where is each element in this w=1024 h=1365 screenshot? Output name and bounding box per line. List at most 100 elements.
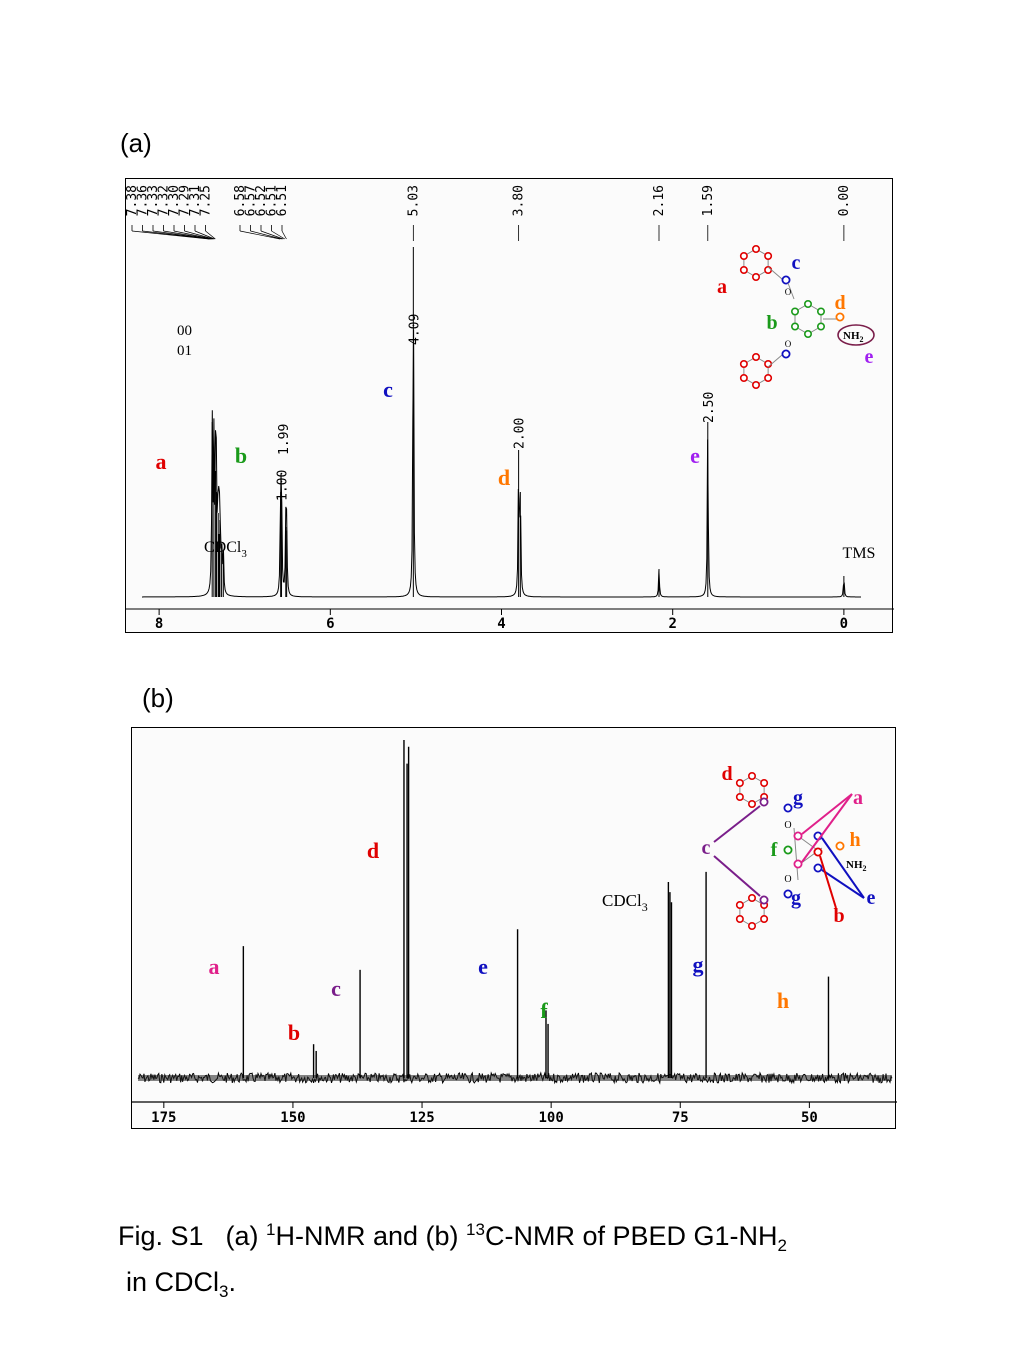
peak-label-8: 6.58	[233, 185, 248, 216]
caption-fig: Fig. S1	[118, 1221, 204, 1251]
x-tick-label-75: 75	[672, 1110, 689, 1126]
label-d: d	[367, 838, 379, 863]
figure-caption: Fig. S1 (a) 1H-NMR and (b) 13C-NMR of PBE…	[118, 1212, 787, 1310]
struct-label-e: e	[865, 346, 874, 368]
peak-label-0: 7.38	[125, 185, 140, 216]
benzyl-ring-bottom-icon	[735, 894, 769, 931]
x-tick-label-50: 50	[801, 1110, 818, 1126]
h-nmr-spectrum: 8 6 4 2 0 7.38 7.36 7.33 7.32 7.30 7.29 7.31 7.25 6.5…	[125, 178, 894, 633]
struct-label-g-bottom: g	[791, 887, 801, 909]
g-top-atom	[783, 803, 793, 813]
label-c: c	[331, 976, 341, 1001]
peak-label-15: 2.16	[652, 185, 667, 216]
caption-part-a: (a)	[225, 1221, 267, 1251]
integral-2: 4.09	[407, 314, 422, 345]
peak-label-leader-5	[184, 230, 214, 240]
x-tick-label-8: 8	[155, 616, 163, 632]
a-top-atom	[793, 831, 803, 841]
panel-b-tag: (b)	[142, 683, 174, 713]
struct-label-b: b	[833, 905, 844, 927]
integral-3: 2.00	[513, 418, 528, 449]
peak-label-leader-12	[281, 230, 287, 240]
struct-label-c: c	[792, 252, 801, 274]
label-g: g	[693, 952, 704, 977]
o-bottom: O	[784, 874, 791, 885]
peak-label-13: 5.03	[406, 185, 421, 216]
leader-c-bottom	[713, 855, 761, 897]
g-bottom-atom	[783, 889, 793, 899]
struct-label-a: a	[853, 787, 863, 809]
leader-a-2	[801, 793, 853, 863]
caption-line-2: in CDCl3.	[126, 1264, 787, 1310]
e-bottom-atom	[813, 863, 823, 873]
peak-label-7: 7.25	[199, 185, 214, 216]
peak-label-1: 7.36	[136, 185, 151, 216]
ch2-bottom-atom	[781, 349, 791, 359]
struct-label-a: a	[717, 276, 727, 298]
peak-label-14: 3.80	[512, 185, 527, 216]
integral-0: 1.00	[276, 470, 291, 501]
b-atom	[813, 847, 823, 857]
c-bottom-atom	[759, 895, 769, 905]
peak-label-11: 6.51	[265, 185, 280, 216]
integral-4: 2.50	[702, 392, 717, 423]
bond-3	[767, 354, 783, 368]
o-bottom: O	[785, 339, 792, 349]
label-tms: TMS	[843, 545, 876, 562]
spectrum-trace	[142, 329, 861, 598]
leader-e-2	[821, 869, 865, 899]
peak-label-5: 7.29	[178, 185, 193, 216]
peak-label-leader-3	[163, 230, 212, 240]
core-ring-icon	[791, 300, 825, 339]
label-b: b	[235, 443, 247, 468]
caption-end: .	[228, 1267, 236, 1297]
peak-label-6: 7.31	[188, 185, 203, 216]
x-tick-label-0: 0	[840, 616, 848, 632]
struct-label-e: e	[867, 887, 876, 909]
nh2-label: NH2	[843, 330, 864, 344]
peak-label-leader-10	[260, 230, 284, 240]
peak-label-leader-7	[205, 230, 216, 240]
struct-label-b: b	[766, 312, 777, 334]
struct-label-g-top: g	[793, 787, 803, 809]
peak-label-leader-9	[250, 230, 282, 240]
ch2-top-atom	[781, 275, 791, 285]
a-bottom-atom	[793, 859, 803, 869]
panel-a-tag: (a)	[120, 128, 152, 158]
peak-label-2: 7.33	[146, 185, 161, 216]
leader-a-1	[801, 793, 853, 835]
caption-sup-13: 13	[466, 1220, 485, 1239]
x-tick-label-100: 100	[539, 1110, 564, 1126]
x-tick-label-6: 6	[326, 616, 334, 632]
x-tick-label-2: 2	[668, 616, 676, 632]
label-c: c	[383, 377, 393, 402]
struct-label-c: c	[702, 837, 711, 859]
label-a: a	[156, 449, 167, 474]
benzyl-ring-top-icon	[739, 245, 773, 282]
x-tick-label-175: 175	[151, 1110, 176, 1126]
caption-line-1: Fig. S1 (a) 1H-NMR and (b) 13C-NMR of PBE…	[118, 1212, 787, 1264]
peak-label-leader-11	[271, 230, 286, 240]
leader-e-1	[821, 837, 865, 899]
peak-label-leader-6	[194, 230, 215, 240]
label-cdcl3: CDCl3	[204, 539, 247, 560]
c-top-atom	[759, 797, 769, 807]
caption-mid: H-NMR and (b)	[275, 1221, 467, 1251]
label-b: b	[288, 1020, 300, 1045]
struct-label-f: f	[771, 839, 778, 861]
caption-sub-2: 2	[777, 1236, 787, 1255]
x-tick-label-150: 150	[280, 1110, 305, 1126]
f-atom	[783, 845, 793, 855]
peak-label-9: 6.57	[244, 185, 259, 216]
x-tick-label-125: 125	[409, 1110, 434, 1126]
peak-label-leader-4	[173, 230, 213, 240]
label-e: e	[690, 443, 700, 468]
peak-label-leader-8	[239, 230, 281, 240]
peak-label-12: 6.51	[275, 185, 290, 216]
h-nmr-svg: 8 6 4 2 0 7.387.367.337.327.307.297.317.25 6.5…	[125, 185, 894, 632]
peak-label-16: 1.59	[701, 185, 716, 216]
label-cdcl3: CDCl3	[602, 891, 648, 914]
caption-sup-1: 1	[266, 1220, 276, 1239]
integral-fragment-01: 01	[177, 343, 192, 359]
